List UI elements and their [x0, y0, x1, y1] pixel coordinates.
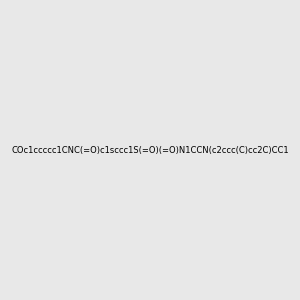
Text: COc1ccccc1CNC(=O)c1sccc1S(=O)(=O)N1CCN(c2ccc(C)cc2C)CC1: COc1ccccc1CNC(=O)c1sccc1S(=O)(=O)N1CCN(c… — [11, 146, 289, 154]
